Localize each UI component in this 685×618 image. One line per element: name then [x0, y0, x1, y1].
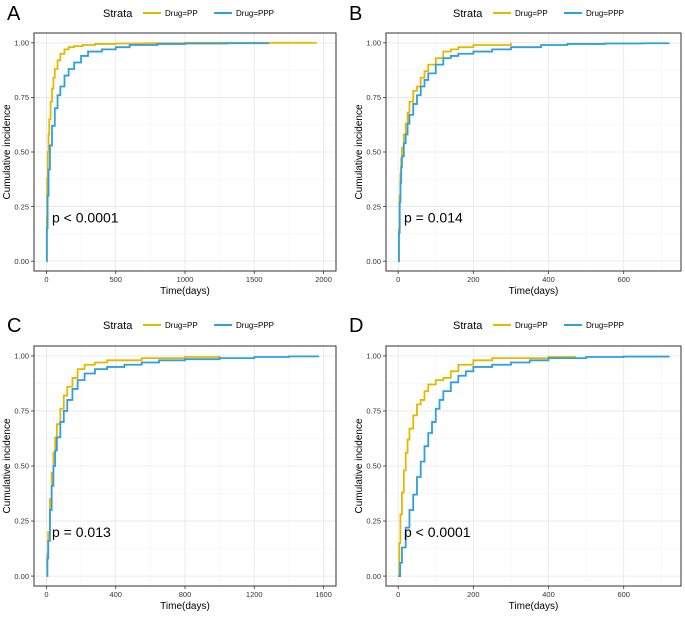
y-tick-label: 0.75: [14, 407, 29, 416]
x-tick-label: 2000: [315, 275, 332, 284]
axis-ticks: 0 400 800 1200 1600 0.00 0.25 0.50 0.75 1.00: [14, 352, 331, 599]
x-tick-label: 500: [109, 275, 122, 284]
y-tick-label: 0.75: [14, 93, 29, 102]
y-tick-label: 0.75: [366, 407, 381, 416]
legend-title: Strata: [453, 8, 483, 20]
panel-label: B: [349, 3, 362, 25]
series-line-ppp: [398, 355, 670, 577]
y-tick-label: 0.25: [14, 517, 29, 526]
y-tick-label: 0.50: [366, 462, 381, 471]
series-line-pp: [398, 355, 576, 577]
legend-label-pp: Drug=PP: [515, 321, 548, 330]
grid: [34, 346, 336, 586]
legend: Strata Drug=PP Drug=PPP: [103, 320, 274, 332]
series-line-ppp: [45, 42, 270, 263]
legend-label-ppp: Drug=PPP: [236, 321, 274, 330]
y-tick-label: 0.00: [14, 572, 29, 581]
y-tick-label: 0.25: [14, 202, 29, 211]
legend-label-pp: Drug=PP: [165, 9, 198, 18]
series-line-pp: [45, 41, 317, 263]
grid: [34, 33, 336, 271]
x-tick-label: 400: [542, 590, 555, 599]
x-tick-label: 0: [44, 590, 48, 599]
panel-a: A Strata Drug=PP Drug=PPP 0 500 1000 1500 2000 0.…: [2, 3, 337, 297]
y-tick-label: 1.00: [14, 39, 29, 48]
legend: Strata Drug=PP Drug=PPP: [103, 8, 274, 20]
legend-label-pp: Drug=PP: [515, 9, 548, 18]
p-value-label: p = 0.014: [404, 210, 463, 226]
p-value-label: p < 0.0001: [404, 524, 471, 540]
legend-title: Strata: [103, 8, 133, 20]
axis-ticks: 0 500 1000 1500 2000 0.00 0.25 0.50 0.75 1.00: [14, 39, 331, 284]
legend: Strata Drug=PP Drug=PPP: [453, 8, 624, 20]
p-value-label: p < 0.0001: [52, 210, 119, 226]
legend-title: Strata: [453, 320, 483, 332]
legend-title: Strata: [103, 320, 133, 332]
series-line-ppp: [398, 42, 670, 263]
legend-label-ppp: Drug=PPP: [586, 321, 624, 330]
x-tick-label: 0: [396, 590, 400, 599]
panel-label: C: [7, 315, 21, 337]
panel-b: B Strata Drug=PP Drug=PPP 0 200 400 600 0.00 0.25…: [349, 3, 682, 297]
y-tick-label: 0.50: [14, 148, 29, 157]
x-tick-label: 200: [467, 590, 480, 599]
x-tick-label: 1600: [315, 590, 332, 599]
y-tick-label: 0.75: [366, 93, 381, 102]
x-tick-label: 800: [179, 590, 192, 599]
y-tick-label: 0.50: [366, 148, 381, 157]
panel-label: A: [7, 3, 21, 25]
y-axis-title: Cumulative incidence: [354, 418, 365, 513]
y-axis-title: Cumulative incidence: [2, 104, 13, 199]
y-tick-label: 0.25: [366, 202, 381, 211]
x-tick-label: 600: [617, 590, 630, 599]
series-line-pp: [46, 355, 221, 577]
y-tick-label: 0.00: [14, 257, 29, 266]
axis-ticks: 0 200 400 600 0.00 0.25 0.50 0.75 1.00: [366, 39, 630, 284]
panel-d: D Strata Drug=PP Drug=PPP 0 200 400 600 0.00 0.25…: [349, 315, 682, 612]
y-tick-label: 1.00: [14, 352, 29, 361]
p-value-label: p = 0.013: [52, 524, 111, 540]
y-tick-label: 1.00: [366, 352, 381, 361]
grid: [386, 346, 681, 586]
x-tick-label: 1000: [177, 275, 194, 284]
x-tick-label: 400: [109, 590, 122, 599]
y-axis-title: Cumulative incidence: [354, 104, 365, 199]
x-tick-label: 400: [542, 275, 555, 284]
x-tick-label: 1200: [246, 590, 263, 599]
legend-label-pp: Drug=PP: [165, 321, 198, 330]
legend: Strata Drug=PP Drug=PPP: [453, 320, 624, 332]
y-tick-label: 0.00: [366, 257, 381, 266]
axis-ticks: 0 200 400 600 0.00 0.25 0.50 0.75 1.00: [366, 352, 630, 599]
y-tick-label: 1.00: [366, 39, 381, 48]
x-axis-title: Time(days): [509, 286, 559, 297]
x-axis-title: Time(days): [160, 286, 210, 297]
y-axis-title: Cumulative incidence: [2, 418, 13, 513]
y-tick-label: 0.50: [14, 462, 29, 471]
x-tick-label: 1500: [246, 275, 263, 284]
x-tick-label: 600: [617, 275, 630, 284]
legend-label-ppp: Drug=PPP: [586, 9, 624, 18]
x-axis-title: Time(days): [509, 601, 559, 612]
legend-label-ppp: Drug=PPP: [236, 9, 274, 18]
panel-label: D: [349, 315, 363, 337]
x-tick-label: 0: [396, 275, 400, 284]
y-tick-label: 0.25: [366, 517, 381, 526]
x-axis-title: Time(days): [160, 601, 210, 612]
series-line-ppp: [46, 355, 320, 577]
panel-c: C Strata Drug=PP Drug=PPP 0 400 800 1200 1600 0.0…: [2, 315, 337, 612]
y-tick-label: 0.00: [366, 572, 381, 581]
x-tick-label: 0: [44, 275, 48, 284]
x-tick-label: 200: [467, 275, 480, 284]
